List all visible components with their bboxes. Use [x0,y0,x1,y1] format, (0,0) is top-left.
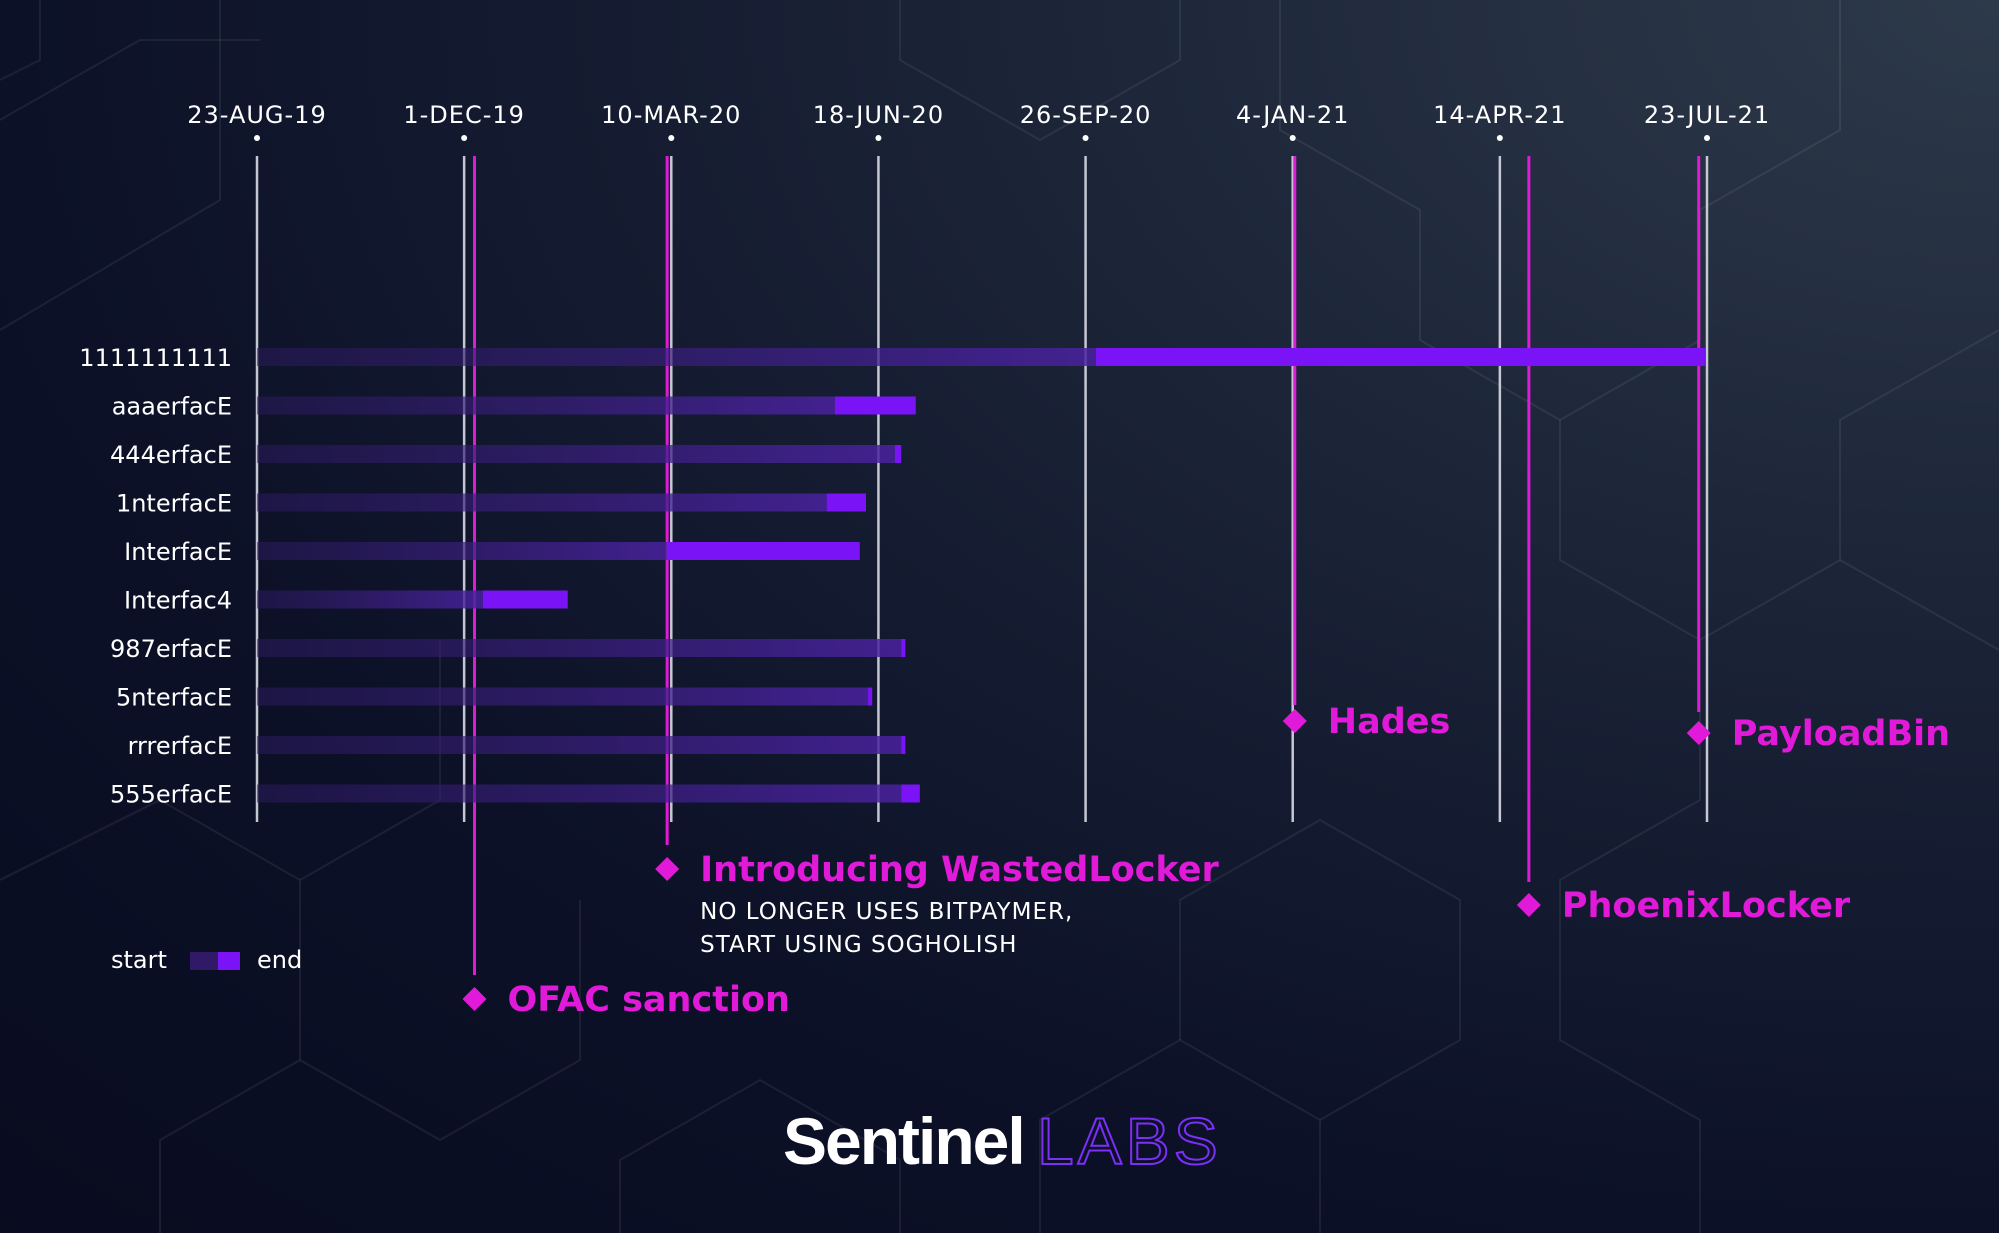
tick-dot [1704,135,1710,141]
bar-start-segment [257,687,869,706]
logo-primary-text: Sentinel [783,1104,1024,1178]
row-labels: 1111111111 aaaerfacE 444erfacE 1nterfacE Int… [79,344,232,809]
bar-end-segment [868,687,873,706]
row-label: rrrerfacE [128,732,232,760]
bar-end-segment [901,639,906,657]
legend-end-swatch [218,952,240,970]
bar-start-segment [257,396,835,415]
tick-dot [1289,135,1296,141]
bar-start-segment [257,784,902,803]
legend-start-label: start [111,946,167,974]
bar-end-segment [834,396,916,415]
logo-secondary-text: LABS [1037,1104,1222,1178]
bar-start-segment [257,493,827,512]
legend: start end [111,946,302,974]
tick-label: 18-JUN-20 [813,101,944,129]
tick-dot [254,135,260,141]
tick-label: 1-DEC-19 [403,101,525,129]
sentinel-labs-logo: Sentinel LABS [783,1103,1222,1179]
event-diamond [655,857,680,881]
row-label: aaaerfacE [112,393,232,421]
event-diamond [1282,709,1307,733]
tick-label: 26-SEP-20 [1020,101,1152,129]
tick-dot [668,135,675,141]
event-note: START USING SOGHOLISH [700,932,1017,958]
row-label: Interfac4 [124,587,232,615]
event-title: PayloadBin [1732,714,1950,754]
legend-start-swatch [190,952,218,970]
event-lines [473,156,1701,975]
row-label: InterfacE [124,538,232,566]
bar-end-segment [667,542,860,560]
bar-start-segment [257,348,1096,366]
bar-start-segment [257,590,483,609]
row-label: 1111111111 [79,344,232,372]
event-diamond [1516,893,1541,917]
bar-start-segment [257,736,902,754]
bar-end-segment [482,590,568,609]
row-label: 1nterfacE [116,490,232,518]
bar-end-segment [826,493,866,512]
bar-end-segment [895,445,902,463]
event-title: Hades [1328,702,1451,742]
tick-label: 23-JUL-21 [1644,101,1770,129]
row-label: 5nterfacE [116,684,232,712]
tick-label: 23-AUG-19 [187,101,326,129]
tick-label: 14-APR-21 [1433,101,1566,129]
activity-bars [257,348,1705,803]
tick-label: 4-JAN-21 [1236,101,1350,129]
bar-end-segment [1095,348,1705,366]
tick-dot [461,135,468,141]
bar-end-segment [901,736,906,754]
legend-end-label: end [257,946,302,974]
event-note: NO LONGER USES BITPAYMER, [700,899,1073,925]
bar-start-segment [257,542,668,560]
event-markers: OFAC sanction Introducing WastedLocker NO … [462,702,1950,1020]
bar-start-segment [257,639,902,657]
tick-label: 10-MAR-20 [601,101,741,129]
bar-start-segment [257,445,895,463]
event-title: PhoenixLocker [1562,886,1851,926]
event-diamond [462,987,487,1011]
bar-end-segment [901,784,920,803]
row-label: 444erfacE [110,441,232,469]
x-axis-ticks: 23-AUG-19 1-DEC-19 10-MAR-20 18-JUN-20 26-SE… [187,101,1770,141]
time-gridlines [255,156,1709,822]
tick-dot [1496,135,1503,141]
row-label: 555erfacE [110,781,232,809]
tick-dot [875,135,882,141]
event-diamond [1686,721,1711,745]
row-label: 987erfacE [110,635,232,663]
event-title: OFAC sanction [508,980,790,1020]
tick-dot [1082,135,1089,141]
event-title: Introducing WastedLocker [700,850,1219,890]
